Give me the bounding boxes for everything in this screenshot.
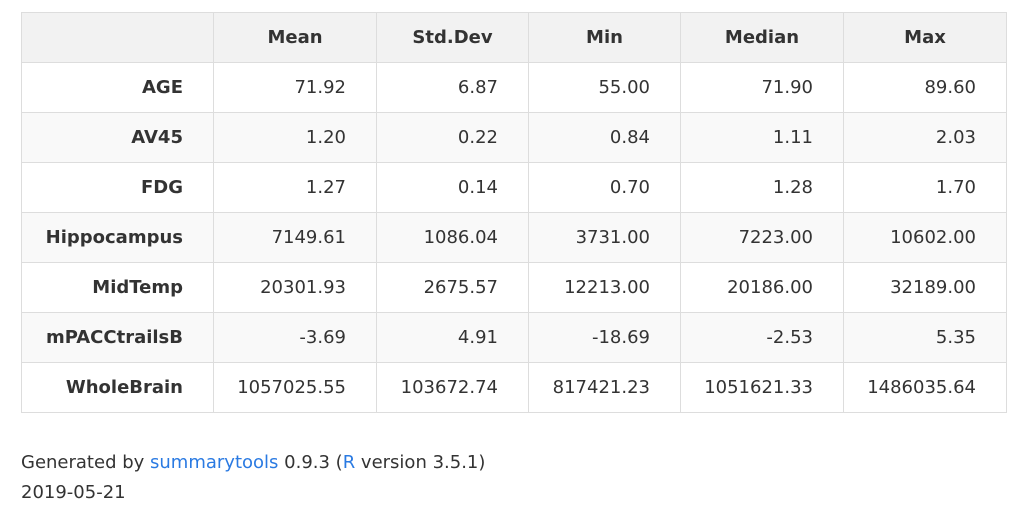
row-label: mPACCtrailsB bbox=[21, 312, 214, 363]
cell-min: 55.00 bbox=[528, 62, 681, 113]
cell-max: 32189.00 bbox=[843, 262, 1007, 313]
cell-mean: 71.92 bbox=[213, 62, 377, 113]
header-min: Min bbox=[528, 12, 681, 63]
row-label: WholeBrain bbox=[21, 362, 214, 413]
cell-std-dev: 0.14 bbox=[376, 162, 529, 213]
row-label: FDG bbox=[21, 162, 214, 213]
cell-max: 2.03 bbox=[843, 112, 1007, 163]
cell-std-dev: 4.91 bbox=[376, 312, 529, 363]
generated-date: 2019-05-21 bbox=[21, 482, 126, 503]
table-body: AGE 71.92 6.87 55.00 71.90 89.60 AV45 1.… bbox=[21, 62, 1007, 413]
cell-mean: 20301.93 bbox=[213, 262, 377, 313]
generated-by-line: Generated by summarytools 0.9.3 (R versi… bbox=[21, 448, 485, 478]
header-row: Mean Std.Dev Min Median Max bbox=[21, 12, 1007, 63]
header-median: Median bbox=[680, 12, 844, 63]
summary-table: Mean Std.Dev Min Median Max AGE 71.92 6.… bbox=[21, 12, 1007, 413]
cell-median: 7223.00 bbox=[680, 212, 844, 263]
cell-mean: 1.20 bbox=[213, 112, 377, 163]
table-row: WholeBrain 1057025.55 103672.74 817421.2… bbox=[21, 362, 1007, 413]
cell-min: -18.69 bbox=[528, 312, 681, 363]
cell-max: 1.70 bbox=[843, 162, 1007, 213]
cell-std-dev: 0.22 bbox=[376, 112, 529, 163]
cell-max: 89.60 bbox=[843, 62, 1007, 113]
r-version: version 3.5.1) bbox=[355, 452, 486, 473]
cell-median: -2.53 bbox=[680, 312, 844, 363]
header-max: Max bbox=[843, 12, 1007, 63]
row-label: MidTemp bbox=[21, 262, 214, 313]
table-row: Hippocampus 7149.61 1086.04 3731.00 7223… bbox=[21, 212, 1007, 263]
cell-min: 0.70 bbox=[528, 162, 681, 213]
cell-median: 1051621.33 bbox=[680, 362, 844, 413]
cell-median: 20186.00 bbox=[680, 262, 844, 313]
header-blank bbox=[21, 12, 214, 63]
cell-std-dev: 6.87 bbox=[376, 62, 529, 113]
table-header: Mean Std.Dev Min Median Max bbox=[21, 12, 1007, 63]
cell-mean: -3.69 bbox=[213, 312, 377, 363]
cell-max: 1486035.64 bbox=[843, 362, 1007, 413]
cell-mean: 1057025.55 bbox=[213, 362, 377, 413]
row-label: AV45 bbox=[21, 112, 214, 163]
footer: Generated by summarytools 0.9.3 (R versi… bbox=[21, 448, 485, 508]
table-row: AV45 1.20 0.22 0.84 1.11 2.03 bbox=[21, 112, 1007, 163]
cell-min: 12213.00 bbox=[528, 262, 681, 313]
cell-std-dev: 103672.74 bbox=[376, 362, 529, 413]
cell-std-dev: 2675.57 bbox=[376, 262, 529, 313]
cell-std-dev: 1086.04 bbox=[376, 212, 529, 263]
generated-prefix: Generated by bbox=[21, 452, 151, 473]
cell-min: 817421.23 bbox=[528, 362, 681, 413]
table-row: FDG 1.27 0.14 0.70 1.28 1.70 bbox=[21, 162, 1007, 213]
cell-mean: 7149.61 bbox=[213, 212, 377, 263]
cell-median: 1.11 bbox=[680, 112, 844, 163]
cell-median: 1.28 bbox=[680, 162, 844, 213]
cell-mean: 1.27 bbox=[213, 162, 377, 213]
cell-min: 0.84 bbox=[528, 112, 681, 163]
cell-median: 71.90 bbox=[680, 62, 844, 113]
r-link[interactable]: R bbox=[342, 452, 356, 473]
header-std-dev: Std.Dev bbox=[376, 12, 529, 63]
table-row: mPACCtrailsB -3.69 4.91 -18.69 -2.53 5.3… bbox=[21, 312, 1007, 363]
cell-min: 3731.00 bbox=[528, 212, 681, 263]
table-row: MidTemp 20301.93 2675.57 12213.00 20186.… bbox=[21, 262, 1007, 313]
package-version: 0.9.3 ( bbox=[278, 452, 343, 473]
summarytools-link[interactable]: summarytools bbox=[150, 452, 279, 473]
row-label: Hippocampus bbox=[21, 212, 214, 263]
cell-max: 10602.00 bbox=[843, 212, 1007, 263]
row-label: AGE bbox=[21, 62, 214, 113]
table-row: AGE 71.92 6.87 55.00 71.90 89.60 bbox=[21, 62, 1007, 113]
cell-max: 5.35 bbox=[843, 312, 1007, 363]
header-mean: Mean bbox=[213, 12, 377, 63]
